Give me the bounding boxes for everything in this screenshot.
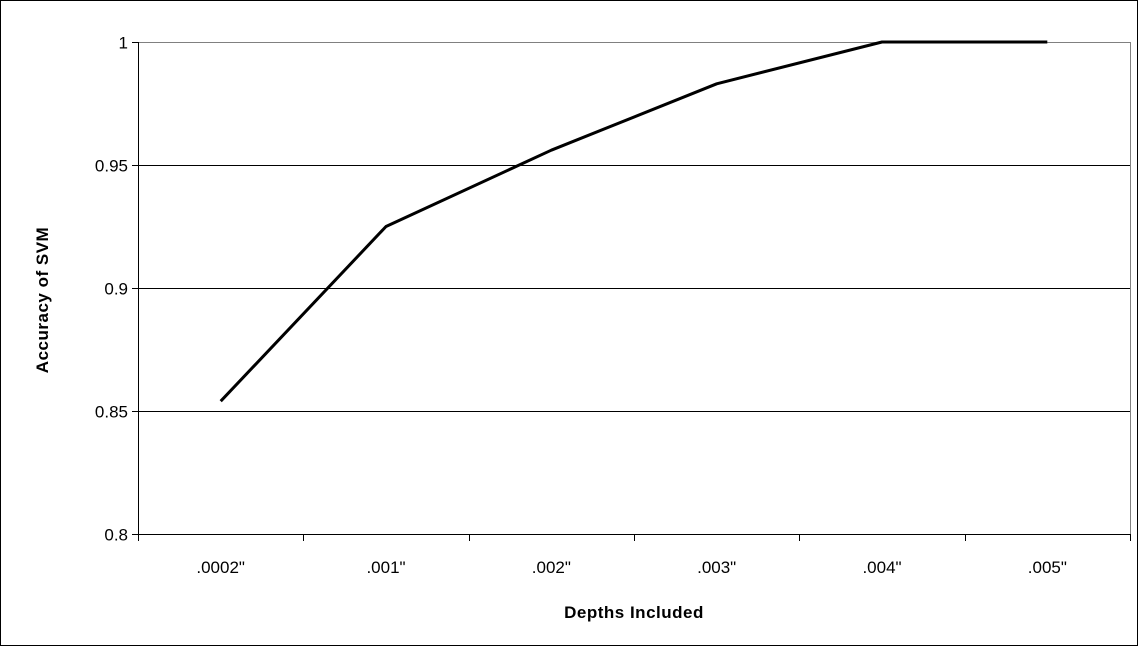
y-tick-label: 0.85: [95, 403, 128, 422]
series-line: [219, 40, 1048, 403]
y-tick-label: 0.9: [104, 280, 128, 299]
y-tick-label: 0.95: [95, 157, 128, 176]
y-tick-label: 1: [119, 34, 128, 53]
y-axis-title: Accuracy of SVM: [33, 227, 52, 373]
x-tick-label: .0002": [196, 558, 245, 577]
x-tick-label: .005": [1028, 558, 1067, 577]
x-axis-title: Depths Included: [564, 603, 704, 622]
x-tick-label: .003": [697, 558, 736, 577]
x-tick-label: .002": [532, 558, 571, 577]
x-tick-label: .004": [862, 558, 901, 577]
y-tick-label: 0.8: [104, 526, 128, 545]
x-tick-label: .001": [366, 558, 405, 577]
